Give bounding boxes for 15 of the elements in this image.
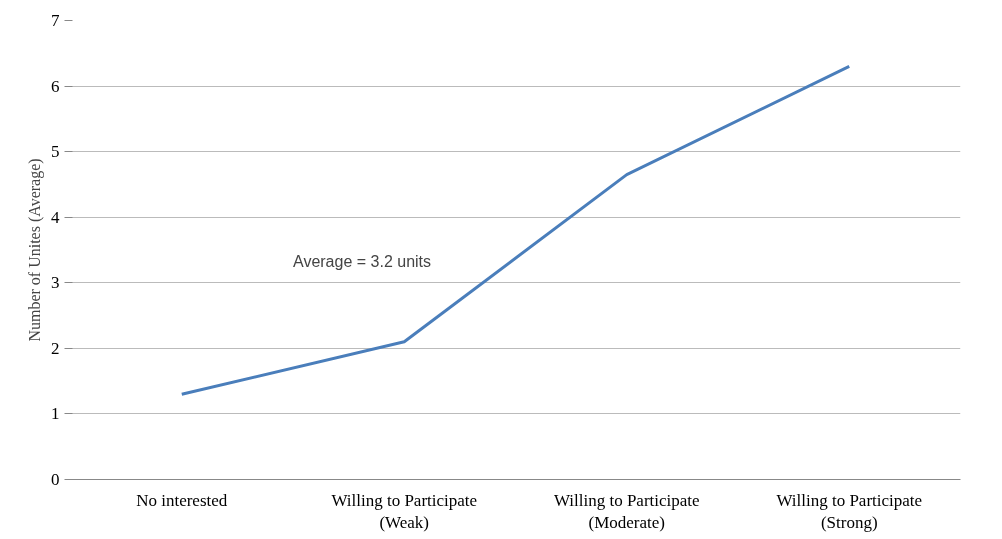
y-tick-label: 5 (51, 142, 60, 162)
y-tick-label: 3 (51, 273, 60, 293)
y-tick-label: 1 (51, 404, 60, 424)
x-tick-label: No interested (136, 490, 228, 510)
x-tick-label: Willing to Participate (Weak) (331, 490, 478, 533)
y-tick-label: 6 (51, 76, 60, 96)
y-tick-label: 4 (51, 207, 60, 227)
line-series (180, 64, 851, 396)
y-tick-label: 7 (51, 11, 60, 30)
y-tick-label: 2 (51, 338, 60, 358)
y-axis-title: Number of Unites (Average) (26, 158, 44, 342)
x-tick-label: Willing to Participate (Strong) (776, 490, 923, 533)
y-tick-label: 0 (51, 470, 60, 489)
annotation: Average = 3.2 units (293, 252, 432, 270)
x-tick-label: Willing to Participate (Moderate) (553, 490, 700, 533)
